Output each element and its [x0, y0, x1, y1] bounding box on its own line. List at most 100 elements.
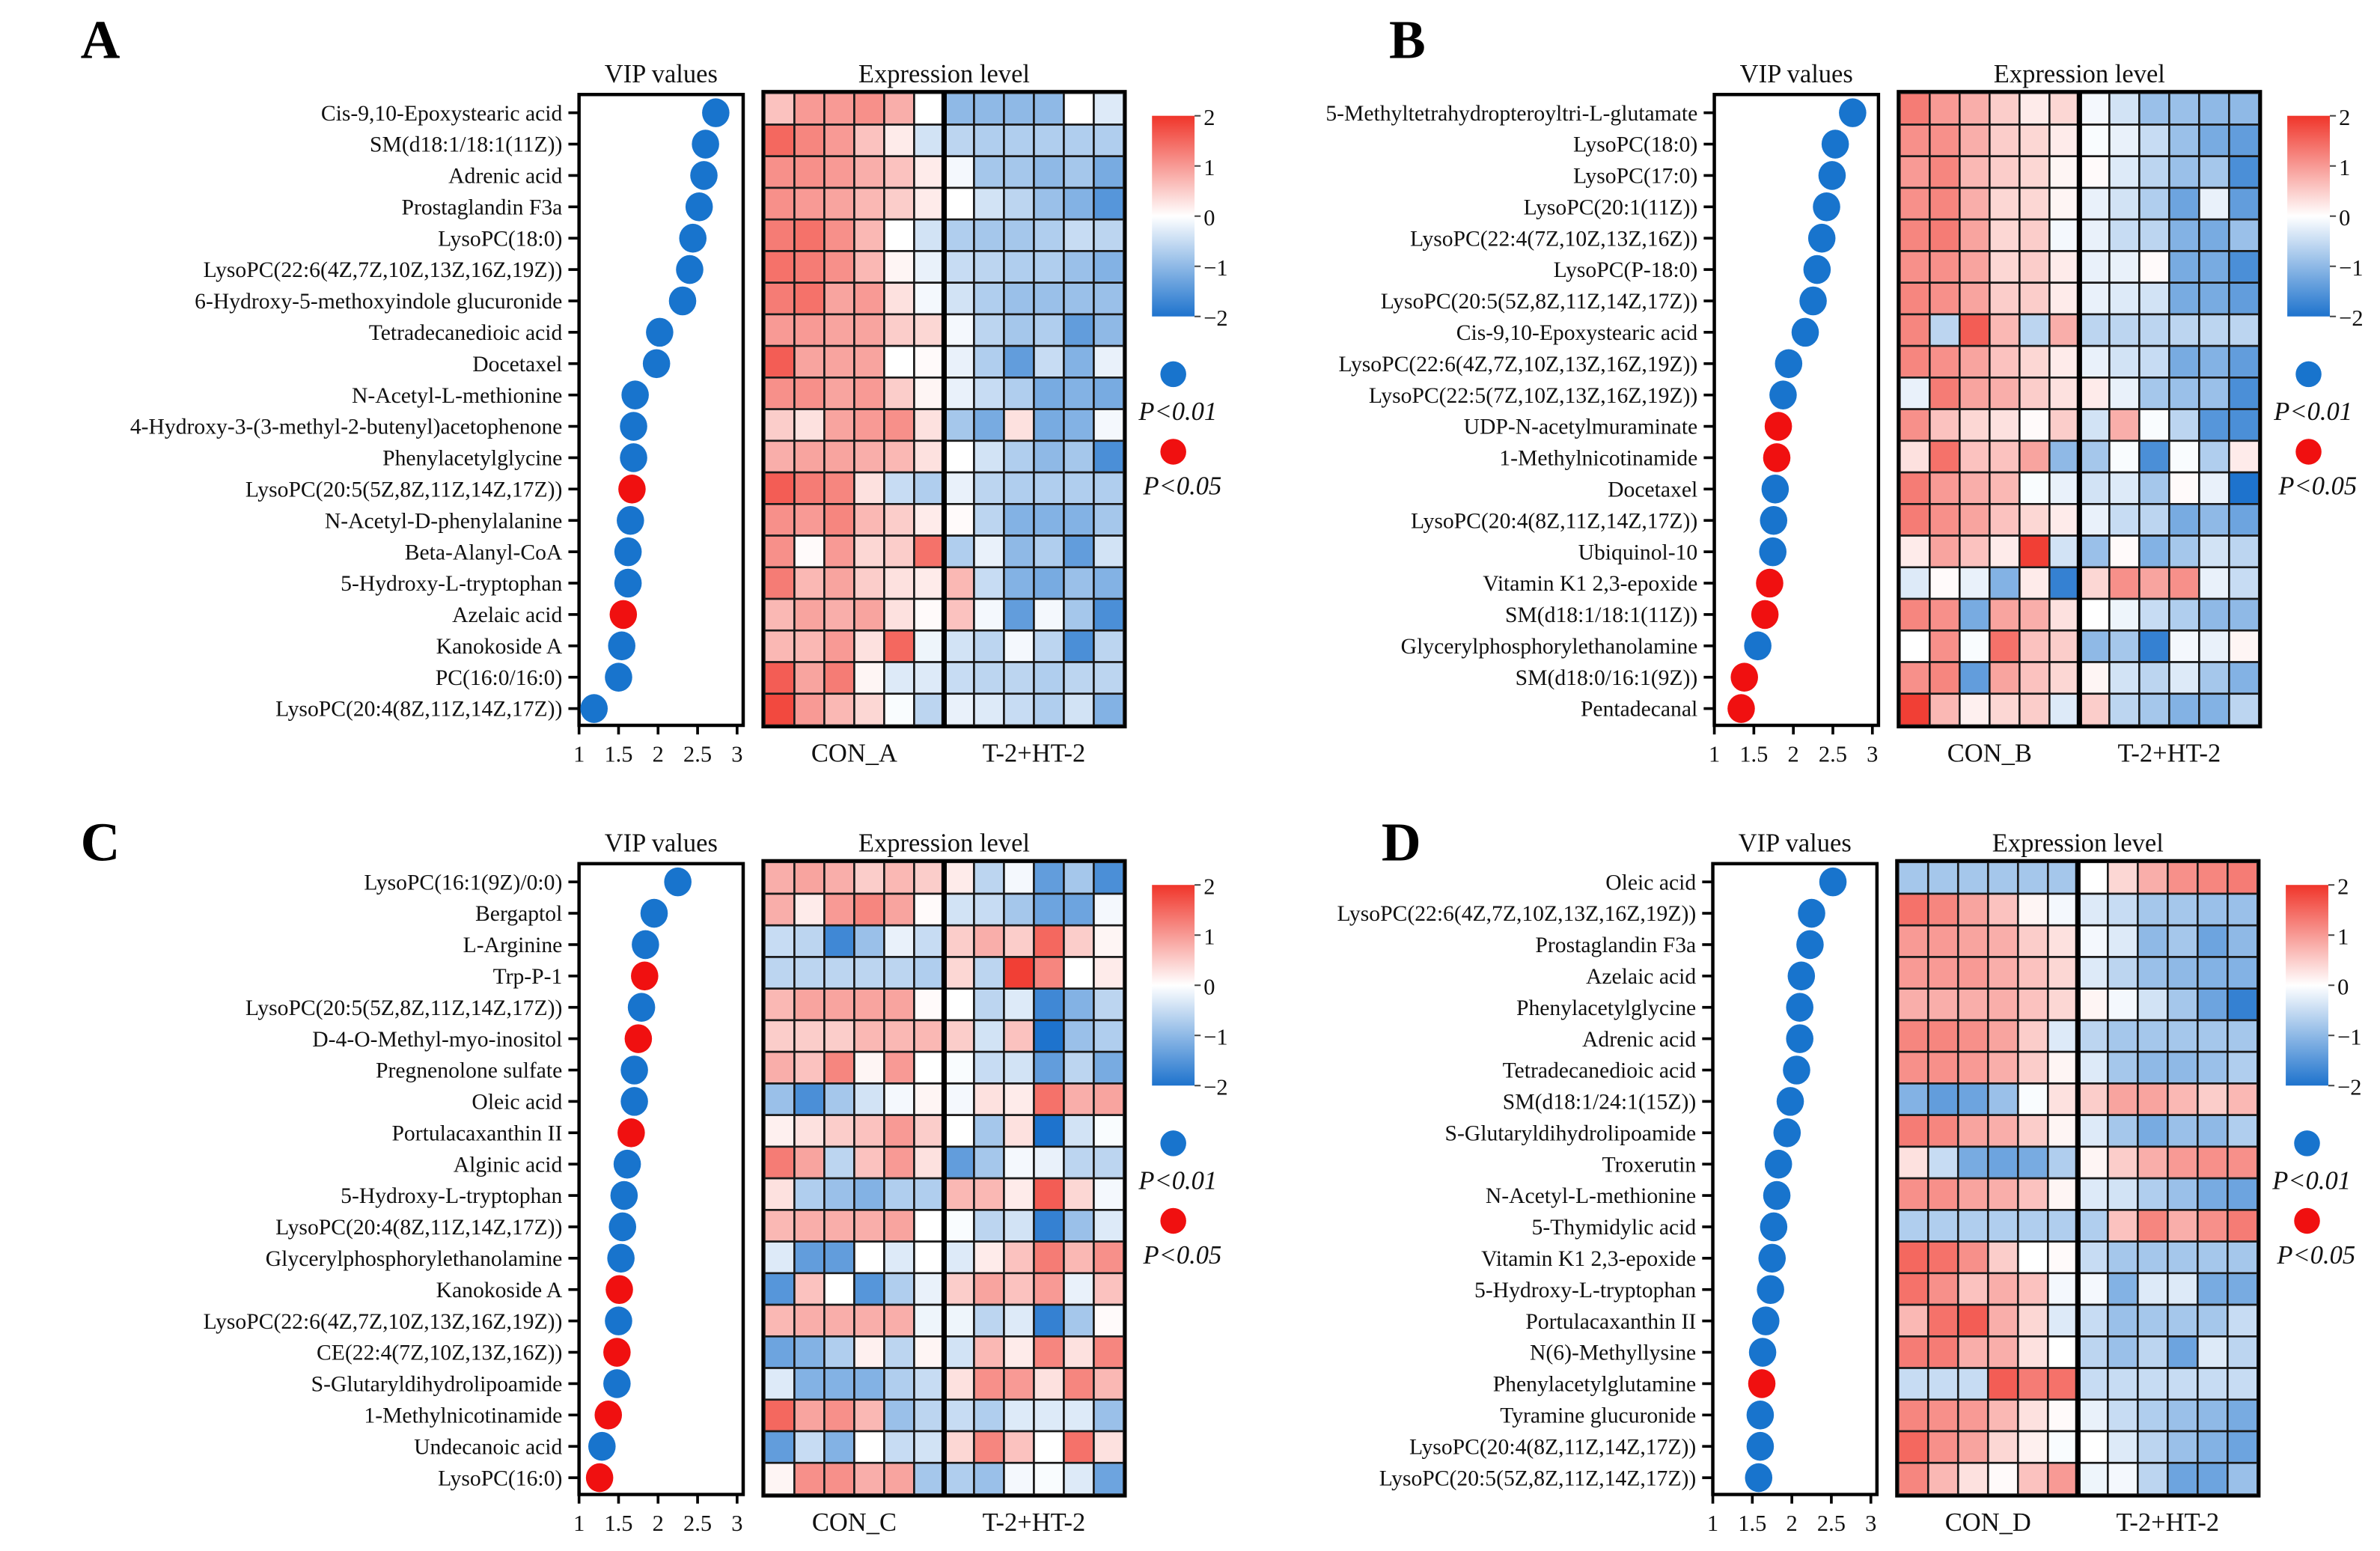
heatmap-cell [1989, 91, 2021, 126]
heatmap-cell [1897, 1177, 1929, 1211]
heatmap-cell [1033, 1209, 1065, 1243]
heatmap-cell [763, 1367, 796, 1401]
heatmap-cell [1956, 1335, 1989, 1369]
metabolite-label: S-Glutaryldihydrolipoamide [1445, 1121, 1697, 1145]
heatmap-cell [973, 124, 1005, 158]
vip-point [1819, 867, 1847, 897]
colorbar-tick-label: 0 [1203, 205, 1215, 231]
heatmap-cell [1033, 534, 1065, 569]
heatmap-cell [2016, 987, 2049, 1022]
heatmap-cell [853, 377, 885, 410]
x-tick-label: 3 [731, 1511, 742, 1536]
heatmap-cell [853, 1430, 885, 1464]
heatmap-cell [1033, 1050, 1065, 1085]
colorbar-tick-label: 1 [2337, 924, 2349, 949]
heatmap-cell [1093, 1272, 1125, 1306]
heatmap-cell [2138, 534, 2170, 569]
heatmap-cell [1898, 124, 1931, 158]
heatmap-cell [793, 503, 826, 537]
heatmap-cell [2198, 692, 2230, 727]
heatmap-cell [823, 377, 855, 410]
heatmap-cell [2136, 1272, 2169, 1306]
heatmap-cell [793, 1398, 826, 1433]
vip-point [580, 694, 608, 723]
heatmap-cell [2078, 661, 2111, 695]
heatmap-cell [883, 1335, 915, 1369]
heatmap-cell [763, 1114, 796, 1148]
heatmap-cell [1956, 1145, 1989, 1180]
heatmap-cell [2016, 956, 2049, 990]
heatmap-cell [1093, 1177, 1125, 1211]
colorbar-tick-label: 1 [2339, 155, 2350, 180]
heatmap-cell [883, 1303, 915, 1338]
heatmap-cell [1956, 1240, 1989, 1275]
heatmap-cell [2228, 124, 2260, 158]
heatmap-cell [1003, 987, 1035, 1022]
heatmap-cell [1986, 924, 2019, 958]
heatmap-cell [1959, 534, 1991, 569]
heatmap-cell [853, 629, 885, 663]
heatmap-cell [2046, 1050, 2079, 1085]
heatmap-cell [943, 377, 975, 410]
heatmap-cell [2106, 987, 2139, 1022]
heatmap-cell [823, 1145, 855, 1180]
heatmap-cell [2198, 218, 2230, 252]
heatmap-cell [913, 1114, 945, 1148]
heatmap-cell [1063, 692, 1095, 727]
vip-point [1744, 631, 1772, 661]
heatmap-cell [793, 124, 826, 158]
heatmap-cell [943, 1367, 975, 1401]
heatmap-cell [2228, 377, 2260, 410]
heatmap-cell [2019, 692, 2051, 727]
heatmap-cell [1897, 1050, 1929, 1085]
panel-d: D VIP values 1 1.5 2 2.5 3 Oleic acid LysoPC(22:… [1337, 812, 2361, 1538]
heatmap-cell [1033, 629, 1065, 663]
heatmap-cell [1989, 566, 2021, 600]
heatmap-cell [2227, 924, 2259, 958]
heatmap-cell [823, 503, 855, 537]
heatmap-cell [2078, 124, 2111, 158]
heatmap-cell [853, 1398, 885, 1433]
heatmap-cell [913, 155, 945, 189]
metabolite-label: LysoPC(P-18:0) [1554, 258, 1698, 282]
heatmap-cell [763, 892, 796, 927]
heatmap-cell [763, 924, 796, 958]
heatmap-cell [2046, 1303, 2079, 1338]
legend-label-p001: P<0.01 [1138, 397, 1217, 426]
heatmap-cell [2108, 692, 2141, 727]
heatmap-cell [943, 439, 975, 474]
heatmap-cell [2019, 471, 2051, 505]
heatmap-cell [793, 1430, 826, 1464]
heatmap-cell [2228, 91, 2260, 126]
heatmap-cell [943, 408, 975, 442]
heatmap-cell [2048, 566, 2081, 600]
heatmap-cell [2198, 503, 2230, 537]
vip-point [1764, 412, 1792, 441]
heatmap-cell [2076, 892, 2109, 927]
heatmap-cell [973, 924, 1005, 958]
heatmap-cell [763, 471, 796, 505]
heatmap-cell [823, 439, 855, 474]
heatmap-cell [1898, 344, 1931, 379]
heatmap-cell [883, 218, 915, 252]
heatmap-cell [883, 1114, 915, 1148]
heatmap-cell [2166, 1430, 2199, 1464]
metabolite-label: Undecanoic acid [414, 1435, 562, 1459]
legend-dot-p001 [2295, 361, 2322, 388]
heatmap-cell [2227, 1335, 2259, 1369]
heatmap-cell [1959, 281, 1991, 316]
vip-point [1763, 1180, 1791, 1210]
heatmap-cell [1898, 186, 1931, 221]
heatmap-cell [943, 629, 975, 663]
heatmap-cell [2078, 597, 2111, 632]
heatmap-cell [1063, 1272, 1095, 1306]
heatmap-cell [1986, 1367, 2019, 1401]
heatmap-cell [763, 566, 796, 600]
heatmap-cell [1959, 313, 1991, 347]
heatmap-cell [1033, 1367, 1065, 1401]
heatmap-cell [973, 1145, 1005, 1180]
heatmap-cell [2048, 91, 2081, 126]
heatmap-cell [913, 987, 945, 1022]
heatmap-cell [1093, 155, 1125, 189]
heatmap-cell [1093, 218, 1125, 252]
